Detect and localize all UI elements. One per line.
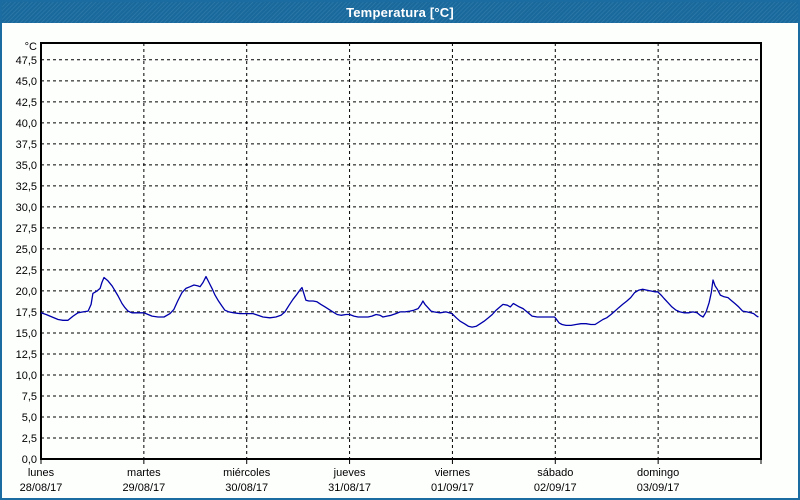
y-tick-label: 27,5 <box>16 223 37 235</box>
x-date-label: 02/09/17 <box>534 482 577 494</box>
y-tick-label: 0,0 <box>22 454 37 466</box>
y-tick-label: 5,0 <box>22 412 37 424</box>
y-tick-label: 25,0 <box>16 244 37 256</box>
y-tick-label: 12,5 <box>16 349 37 361</box>
y-tick-label: 17,5 <box>16 307 37 319</box>
plot-border <box>40 42 762 460</box>
x-day-label: lunes <box>28 467 55 479</box>
x-day-label: domingo <box>637 467 679 479</box>
x-day-label: viernes <box>435 467 471 479</box>
x-day-label: sábado <box>537 467 573 479</box>
y-tick-label: 15,0 <box>16 328 37 340</box>
x-date-label: 29/08/17 <box>122 482 165 494</box>
y-tick-label: 45,0 <box>16 76 37 88</box>
x-day-label: miércoles <box>223 467 271 479</box>
y-tick-label: 37,5 <box>16 139 37 151</box>
y-axis-unit-label: °C <box>25 41 37 53</box>
y-tick-label: 22,5 <box>16 265 37 277</box>
x-date-label: 31/08/17 <box>328 482 371 494</box>
y-tick-label: 40,0 <box>16 118 37 130</box>
window-titlebar: Temperatura [°C] <box>2 2 798 23</box>
window-title: Temperatura [°C] <box>346 5 454 20</box>
y-tick-label: 35,0 <box>16 160 37 172</box>
x-date-label: 30/08/17 <box>225 482 268 494</box>
temperature-series-line <box>40 275 759 328</box>
y-tick-label: 30,0 <box>16 202 37 214</box>
y-tick-label: 7,5 <box>22 391 37 403</box>
x-day-label: jueves <box>333 467 366 479</box>
y-tick-label: 20,0 <box>16 286 37 298</box>
x-date-label: 28/08/17 <box>20 482 63 494</box>
x-date-label: 03/09/17 <box>637 482 680 494</box>
y-tick-label: 47,5 <box>16 55 37 67</box>
x-day-label: martes <box>127 467 161 479</box>
x-date-label: 01/09/17 <box>431 482 474 494</box>
y-tick-label: 10,0 <box>16 370 37 382</box>
y-tick-label: 32,5 <box>16 181 37 193</box>
y-tick-label: 42,5 <box>16 97 37 109</box>
y-tick-label: 2,5 <box>22 433 37 445</box>
